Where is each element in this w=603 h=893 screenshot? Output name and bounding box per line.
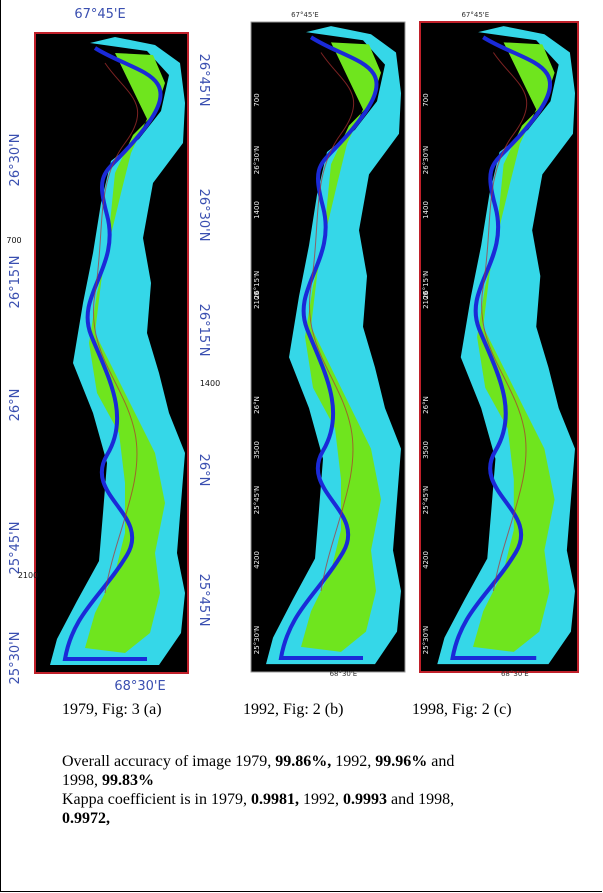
map-label: 68°30'E bbox=[114, 679, 165, 694]
map-label: 26°15'N bbox=[196, 304, 211, 357]
caption: 1998, Fig: 2 (c) bbox=[412, 701, 512, 718]
text-run: Kappa coefficient is in 1979, bbox=[62, 791, 251, 808]
map-label: 67°45'E bbox=[74, 7, 125, 22]
text-run: and 1998, bbox=[62, 753, 455, 789]
map-label: 26°15'N bbox=[422, 271, 430, 299]
map-label: 700 bbox=[253, 93, 261, 106]
map-label: 25°45'N bbox=[8, 522, 23, 575]
text-run: 99.96% bbox=[375, 753, 428, 770]
map-label: 26°30'N bbox=[8, 134, 23, 187]
map-label: 68°30'E bbox=[330, 670, 358, 678]
map-label: 26°15'N bbox=[253, 271, 261, 299]
text-run: 99.86%, bbox=[275, 753, 332, 770]
map-label: 26°15'N bbox=[8, 256, 23, 309]
map-label: 26°N bbox=[422, 396, 430, 414]
text-run: 1992, bbox=[298, 791, 343, 808]
map-label: 2100 bbox=[18, 571, 38, 580]
text-run: 99.83% bbox=[102, 772, 154, 789]
text-run: 0.9972, bbox=[62, 810, 110, 827]
text-run: Overall accuracy of image 1979, bbox=[62, 753, 276, 770]
map-label: 26°30'N bbox=[196, 189, 211, 242]
map-label: 4200 bbox=[253, 551, 261, 569]
paragraph: Overall accuracy of image 1979, 99.86%, … bbox=[62, 752, 482, 790]
map-label: 67°45'E bbox=[291, 11, 319, 19]
map-label: 25°30'N bbox=[8, 632, 23, 685]
map-label: 4200 bbox=[422, 551, 430, 569]
map-label: 26°30'N bbox=[422, 146, 430, 174]
map-label: 26°N bbox=[8, 389, 23, 422]
map-label: 25°30'N bbox=[253, 626, 261, 654]
map-label: 1400 bbox=[253, 201, 261, 219]
map-label: 25°45'N bbox=[422, 486, 430, 514]
caption: 1992, Fig: 2 (b) bbox=[243, 701, 344, 718]
map-label: 3500 bbox=[422, 441, 430, 459]
paragraph: Kappa coefficient is in 1979, 0.9981, 19… bbox=[62, 790, 482, 828]
map-label: 25°45'N bbox=[253, 486, 261, 514]
text-run: and 1998, bbox=[386, 791, 455, 808]
map-label: 67°45'E bbox=[461, 11, 489, 19]
text-run: 0.9981, bbox=[250, 791, 299, 808]
caption: 1979, Fig: 3 (a) bbox=[62, 701, 162, 718]
map-label: 2100 bbox=[422, 291, 430, 309]
body-text: Overall accuracy of image 1979, 99.86%, … bbox=[62, 752, 482, 828]
map-label: 25°30'N bbox=[422, 626, 430, 654]
text-run: 1992, bbox=[331, 753, 376, 770]
map-label: 2100 bbox=[253, 291, 261, 309]
map-label: 26°N bbox=[196, 454, 211, 487]
map-label: 3500 bbox=[253, 441, 261, 459]
figure: 67°45'E 26°45'N 26°30'N 26°30'N 700 26°1… bbox=[6, 7, 579, 694]
map-label: 26°N bbox=[253, 396, 261, 414]
map-label: 700 bbox=[6, 236, 21, 245]
text-run: 0.9993 bbox=[342, 791, 387, 808]
map-label: 700 bbox=[422, 93, 430, 106]
map-label: 26°45'N bbox=[196, 54, 211, 107]
map-label: 25°45'N bbox=[196, 574, 211, 627]
map-label: 1400 bbox=[200, 379, 220, 388]
map-label: 1400 bbox=[422, 201, 430, 219]
map-label: 26°30'N bbox=[253, 146, 261, 174]
map-label: 68°30'E bbox=[501, 670, 529, 678]
